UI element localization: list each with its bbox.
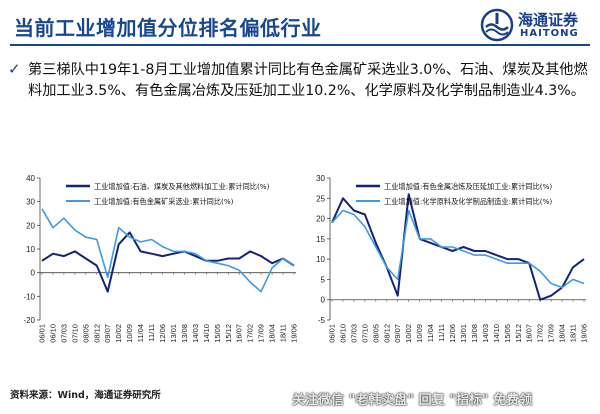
x-tick-label: 13/08 — [180, 324, 189, 343]
x-tick-label: 13/08 — [470, 324, 479, 343]
source-note: 资料来源：Wind，海通证券研究所 — [10, 390, 161, 401]
x-tick-label: 09/07 — [103, 324, 112, 343]
x-tick-label: 16/07 — [235, 324, 244, 343]
x-tick-label: 14/03 — [191, 324, 200, 343]
bullet-text: 第三梯队中19年1-8月工业增加值累计同比有色金属矿采选业3.0%、石油、煤炭及… — [28, 62, 588, 99]
y-tick-label: -10 — [23, 292, 35, 301]
x-tick-label: 08/12 — [382, 324, 391, 343]
series-line-2 — [41, 208, 295, 293]
x-tick-label: 09/07 — [393, 324, 402, 343]
legend-label: 工业增加值:有色金属冶炼及压延加工业:累计同比(%) — [384, 182, 552, 191]
series-line-2 — [331, 209, 585, 289]
x-tick-label: 15/05 — [213, 324, 222, 343]
x-tick-label: 13/01 — [169, 324, 178, 343]
legend-label: 工业增加值:有色金属矿采选业:累计同比(%) — [94, 197, 234, 206]
slide-title: 当前工业增加值分位排名偏低行业 — [14, 16, 322, 40]
x-tick-label: 13/01 — [459, 324, 468, 343]
bullet-point: ✓ 第三梯队中19年1-8月工业增加值累计同比有色金属矿采选业3.0%、石油、煤… — [8, 60, 588, 102]
y-tick-label: 10 — [316, 255, 325, 264]
y-tick-label: -5 — [318, 316, 326, 325]
chart-petroleum-nonferrous-mining: -20 -10 0 10 20 30 40 06/01 06/10 07/03 07/10 08/05… — [23, 174, 299, 343]
y-tick-label: 15 — [316, 235, 325, 244]
x-tick-label: 10/02 — [114, 324, 123, 343]
x-tick-label: 16/07 — [525, 324, 534, 343]
x-tick-label: 11/11 — [147, 324, 156, 342]
logo-english-name: HAITONG — [520, 28, 579, 39]
x-tick-label: 18/11 — [279, 324, 288, 342]
x-tick-label: 17/02 — [536, 324, 545, 343]
x-tick-label: 18/04 — [268, 324, 277, 343]
x-tick-label: 14/03 — [481, 324, 490, 343]
x-tick-label: 19/06 — [580, 324, 589, 343]
x-tick-label: 15/12 — [224, 324, 233, 343]
x-tick-label: 15/12 — [514, 324, 523, 343]
x-tick-label: 19/06 — [290, 324, 299, 343]
x-tick-label: 10/02 — [404, 324, 413, 343]
x-tick-label: 06/10 — [48, 324, 57, 343]
x-tick-label: 18/04 — [558, 324, 567, 343]
x-tick-label: 08/05 — [371, 324, 380, 343]
series-line-1 — [41, 231, 295, 293]
x-tick-label: 07/03 — [349, 324, 358, 343]
x-tick-label: 15/05 — [503, 324, 512, 343]
x-tick-label: 14/10 — [202, 324, 211, 343]
x-tick-label: 12/06 — [448, 324, 457, 343]
legend-label: 工业增加值:化学原料及化学制品制造业:累计同比(%) — [384, 197, 552, 206]
title-divider — [10, 44, 590, 46]
x-tick-label: 08/12 — [92, 324, 101, 343]
x-tick-label: 12/06 — [158, 324, 167, 343]
y-tick-label: 20 — [26, 221, 35, 230]
y-tick-label: 30 — [316, 174, 325, 183]
y-tick-label: 40 — [26, 174, 35, 183]
x-tick-label: 14/10 — [492, 324, 501, 343]
x-tick-label: 06/01 — [328, 324, 337, 343]
x-tick-label: 06/01 — [38, 324, 47, 343]
y-tick-label: 0 — [321, 296, 326, 305]
y-tick-label: 20 — [316, 215, 325, 224]
legend-label: 工业增加值:石油、煤炭及其他燃料加工业:累计同比(%) — [94, 182, 270, 191]
x-tick-label: 11/11 — [437, 324, 446, 342]
x-tick-label: 10/09 — [125, 324, 134, 343]
x-tick-label: 10/09 — [415, 324, 424, 343]
x-tick-label: 07/10 — [70, 324, 79, 343]
logo-chinese-name: 海通证券 — [518, 11, 579, 29]
y-tick-label: 0 — [31, 269, 36, 278]
y-tick-label: -20 — [23, 316, 35, 325]
haitong-logo: 海通证券 HAITONG — [480, 8, 592, 42]
y-tick-label: 30 — [26, 198, 35, 207]
x-tick-label: 07/10 — [360, 324, 369, 343]
haitong-logo-icon — [480, 8, 514, 42]
x-tick-label: 07/03 — [59, 324, 68, 343]
y-tick-label: 25 — [316, 194, 325, 203]
y-tick-label: 10 — [26, 245, 35, 254]
check-icon: ✓ — [8, 60, 21, 78]
watermark: 关注微信 "老韩实盘" 回复 "指标" 免费领 — [292, 393, 533, 408]
y-tick-label: 5 — [321, 275, 326, 284]
x-tick-label: 18/11 — [569, 324, 578, 342]
x-tick-label: 17/02 — [246, 324, 255, 343]
x-tick-label: 06/10 — [338, 324, 347, 343]
x-tick-label: 08/05 — [81, 324, 90, 343]
x-tick-label: 11/04 — [136, 324, 145, 342]
x-tick-label: 17/09 — [547, 324, 556, 343]
series-line-1 — [331, 193, 585, 301]
x-tick-label: 11/04 — [426, 324, 435, 342]
x-tick-label: 17/09 — [257, 324, 266, 343]
